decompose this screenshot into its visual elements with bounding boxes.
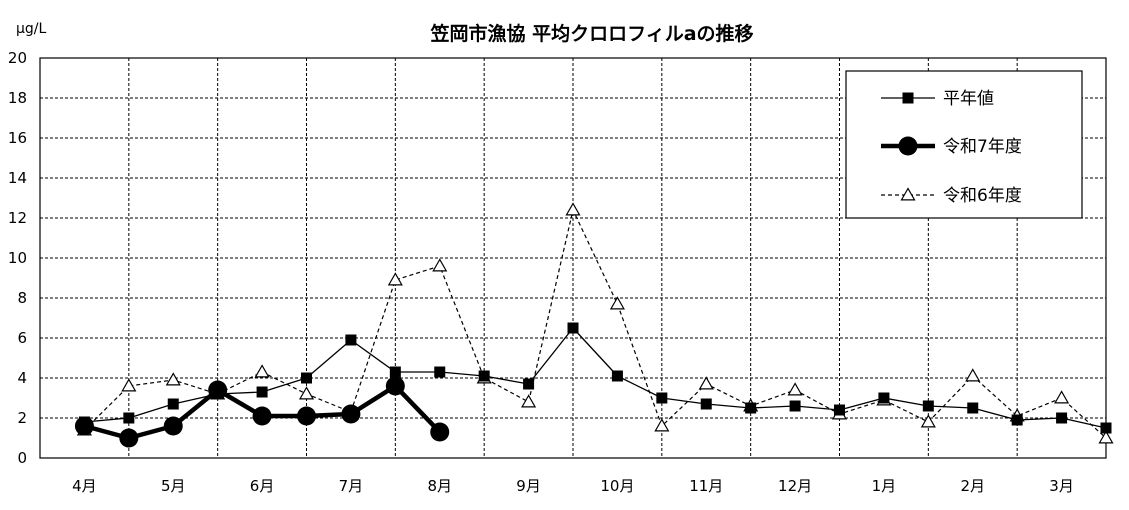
data-point — [74, 416, 94, 436]
y-tick-labels: 0 2 4 6 8 10 12 14 16 18 20 — [8, 49, 27, 467]
x-tick-label: 5月 — [161, 477, 186, 495]
y-tick-label: 2 — [17, 409, 27, 427]
data-point — [254, 364, 270, 378]
x-tick-label: 4月 — [72, 477, 97, 495]
data-point — [345, 334, 357, 346]
data-point — [387, 272, 403, 286]
legend-marker — [902, 92, 914, 104]
x-tick-label: 2月 — [960, 477, 985, 495]
x-tick-label: 10月 — [600, 477, 634, 495]
data-point — [208, 380, 228, 400]
data-point — [700, 398, 712, 410]
data-point — [521, 394, 537, 408]
x-tick-label: 7月 — [339, 477, 364, 495]
data-point — [611, 370, 623, 382]
data-point — [163, 416, 183, 436]
plot-frame — [39, 57, 1107, 459]
data-point — [478, 370, 490, 382]
legend-marker — [900, 187, 916, 201]
y-tick-label: 20 — [8, 49, 27, 67]
y-tick-label: 0 — [17, 449, 27, 467]
data-point — [389, 366, 401, 378]
data-point — [301, 372, 312, 384]
data-point — [878, 392, 890, 404]
y-unit-label: μg/L — [16, 21, 47, 37]
chart-title: 笠岡市漁協 平均クロロフィルaの推移 — [429, 22, 753, 45]
data-point — [834, 404, 845, 416]
data-point — [119, 428, 139, 448]
data-point — [654, 418, 670, 432]
data-point — [1054, 390, 1070, 404]
y-tick-label: 14 — [8, 169, 27, 187]
series-1 — [74, 376, 450, 448]
x-tick-label: 3月 — [1049, 477, 1074, 495]
data-point — [745, 402, 757, 414]
data-point — [123, 412, 135, 424]
series-line — [84, 327, 1107, 429]
y-tick-label: 4 — [17, 369, 27, 387]
data-point — [656, 392, 668, 404]
y-tick-label: 12 — [8, 209, 27, 227]
y-tick-label: 16 — [8, 129, 27, 147]
data-point — [298, 386, 315, 400]
data-point — [385, 376, 405, 396]
data-point — [567, 322, 579, 334]
data-point — [922, 400, 934, 412]
data-point — [432, 258, 448, 272]
plot-border — [39, 57, 1107, 459]
data-point — [609, 296, 625, 310]
data-point — [121, 378, 137, 392]
data-point — [967, 402, 979, 414]
x-tick-label: 6月 — [250, 477, 275, 495]
legend-label: 令和7年度 — [943, 137, 1022, 157]
data-point — [523, 378, 535, 390]
x-tick-labels: 4月 5月 6月 7月 8月 9月 10月 11月 12月 1月 2月 3月 — [72, 477, 1074, 495]
data-point — [297, 406, 316, 426]
x-tick-label: 8月 — [427, 477, 452, 495]
data-point — [920, 414, 936, 428]
data-point — [165, 372, 181, 386]
y-tick-label: 10 — [8, 249, 27, 267]
data-point — [167, 398, 179, 410]
data-point — [965, 368, 981, 382]
y-tick-label: 8 — [17, 289, 27, 307]
x-tick-label: 9月 — [516, 477, 541, 495]
data-point — [565, 202, 581, 216]
data-point — [256, 386, 268, 398]
data-point — [1098, 430, 1114, 444]
data-point — [430, 422, 450, 442]
series-layer — [74, 202, 1114, 448]
data-point — [1011, 414, 1023, 426]
x-tick-label: 1月 — [872, 477, 897, 495]
data-point — [789, 400, 801, 412]
data-point — [434, 366, 446, 378]
data-point — [1100, 422, 1112, 434]
legend-marker — [898, 136, 918, 156]
data-point — [787, 382, 803, 396]
data-point — [341, 404, 361, 424]
y-tick-label: 18 — [8, 89, 27, 107]
x-tick-label: 12月 — [778, 477, 812, 495]
data-point — [698, 376, 714, 390]
series-0 — [78, 322, 1112, 434]
data-point — [252, 406, 272, 426]
series-line — [83, 209, 1107, 439]
legend-label: 令和6年度 — [943, 186, 1022, 206]
data-point — [1056, 412, 1068, 424]
y-tick-label: 6 — [17, 329, 27, 347]
legend-label: 平年値 — [943, 89, 994, 109]
x-tick-label: 11月 — [689, 477, 723, 495]
